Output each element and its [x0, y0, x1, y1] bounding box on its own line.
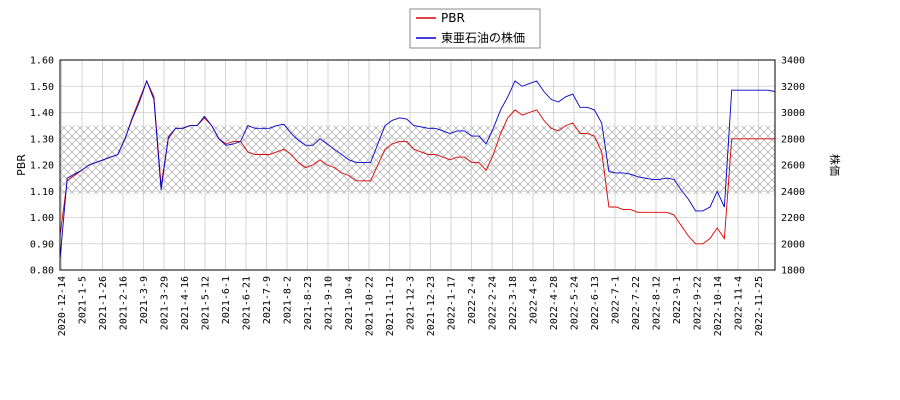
x-tick-label: 2021-10-22 — [365, 276, 376, 336]
y-tick-left-label: 1.50 — [30, 82, 54, 93]
y-tick-left-label: 1.60 — [30, 56, 54, 67]
y-tick-right-label: 3200 — [781, 82, 805, 93]
y-tick-right-label: 2200 — [781, 213, 805, 224]
x-tick-label: 2022-5-24 — [570, 276, 581, 330]
x-tick-label: 2021-6-1 — [221, 276, 232, 324]
legend: PBR 東亜石油の株価 — [409, 8, 541, 49]
x-tick-label: 2022-9-1 — [672, 276, 683, 324]
x-tick-label: 2021-1-5 — [78, 276, 89, 324]
y-tick-left-label: 0.90 — [30, 239, 54, 250]
x-tick-label: 2022-3-18 — [508, 276, 519, 330]
y-axis-left-title: PBR — [15, 154, 28, 176]
y-axis-right-title: 株価 — [828, 154, 842, 176]
x-tick-label: 2022-4-28 — [549, 276, 560, 330]
x-tick-label: 2021-10-4 — [344, 276, 355, 330]
y-tick-right-label: 1800 — [781, 266, 805, 277]
x-tick-label: 2021-3-29 — [160, 276, 171, 330]
x-tick-label: 2021-2-16 — [119, 276, 130, 330]
y-tick-left-label: 1.20 — [30, 161, 54, 172]
y-tick-right-label: 3000 — [781, 108, 805, 119]
series-lines — [60, 79, 775, 260]
legend-label-stock-price: 東亜石油の株価 — [441, 30, 525, 45]
y-axis-right-ticks: 1800 2000 2200 2400 2600 2800 3000 3200 3400 — [781, 56, 805, 277]
y-tick-left-label: 1.40 — [30, 108, 54, 119]
x-tick-label: 2021-9-10 — [324, 276, 335, 330]
x-tick-label: 2022-4-8 — [529, 276, 540, 324]
x-tick-label: 2022-10-14 — [713, 276, 724, 336]
x-tick-label: 2021-8-2 — [283, 276, 294, 324]
x-tick-label: 2021-3-9 — [139, 276, 150, 324]
x-tick-label: 2022-11-4 — [734, 276, 745, 330]
x-tick-label: 2020-12-14 — [57, 276, 68, 336]
x-tick-label: 2021-1-26 — [98, 276, 109, 330]
y-tick-right-label: 2400 — [781, 187, 805, 198]
reference-band — [60, 125, 775, 194]
y-tick-left-label: 1.00 — [30, 213, 54, 224]
y-tick-left-label: 0.80 — [30, 266, 54, 277]
x-tick-label: 2022-7-22 — [631, 276, 642, 330]
y-axis-left-ticks: 0.80 0.90 1.00 1.10 1.20 1.30 1.40 1.50 1.60 — [30, 56, 54, 277]
legend-label-pbr: PBR — [441, 11, 465, 25]
y-tick-right-label: 2600 — [781, 161, 805, 172]
x-tick-label: 2022-9-22 — [693, 276, 704, 330]
y-tick-left-label: 1.10 — [30, 187, 54, 198]
x-axis-ticks: 2020-12-14 2021-1-5 2021-1-26 2021-2-16 2021… — [57, 276, 765, 336]
y-tick-right-label: 2800 — [781, 134, 805, 145]
x-tick-label: 2021-8-23 — [303, 276, 314, 330]
series-line-stock-price — [60, 79, 775, 260]
y-tick-right-label: 3400 — [781, 56, 805, 67]
x-tick-label: 2021-11-12 — [385, 276, 396, 336]
x-tick-label: 2021-12-23 — [426, 276, 437, 336]
x-tick-label: 2022-8-12 — [652, 276, 663, 330]
x-tick-label: 2022-11-25 — [754, 276, 765, 336]
x-tick-label: 2022-1-17 — [447, 276, 458, 330]
x-tick-label: 2021-7-9 — [262, 276, 273, 324]
legend-box — [409, 8, 541, 49]
y-tick-right-label: 2000 — [781, 239, 805, 250]
x-tick-label: 2022-6-13 — [590, 276, 601, 330]
x-tick-label: 2021-12-3 — [406, 276, 417, 330]
y-tick-left-label: 1.30 — [30, 134, 54, 145]
x-tick-label: 2022-7-1 — [611, 276, 622, 324]
x-tick-label: 2021-5-12 — [201, 276, 212, 330]
x-tick-label: 2022-2-24 — [488, 276, 499, 330]
plot-frame — [59, 59, 776, 271]
x-tick-label: 2022-2-4 — [467, 276, 478, 324]
x-tick-label: 2021-4-16 — [180, 276, 191, 330]
x-tick-label: 2021-6-21 — [242, 276, 253, 330]
